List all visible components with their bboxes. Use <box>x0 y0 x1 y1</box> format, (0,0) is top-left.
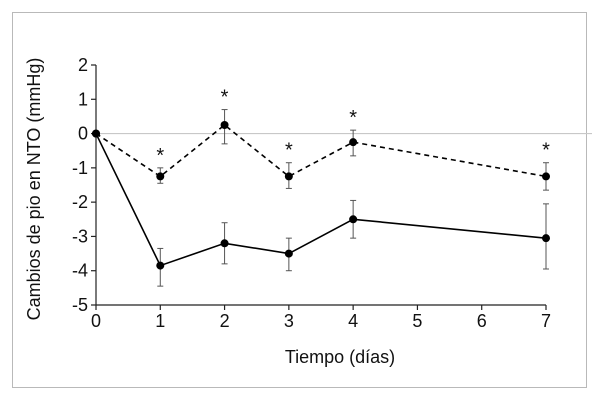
series-2-point <box>542 234 550 243</box>
significance-asterisk: * <box>221 87 229 109</box>
significance-asterisk: * <box>349 107 357 129</box>
x-tick-label: 0 <box>91 311 101 331</box>
x-tick-label: 4 <box>348 311 358 331</box>
y-tick-label: 0 <box>78 124 88 144</box>
y-axis-label: Cambios de pio en NTO (mmHg) <box>24 58 44 321</box>
x-tick-label: 3 <box>284 311 294 331</box>
series-2-point <box>156 261 165 270</box>
series-1-point <box>542 172 550 181</box>
y-tick-label: 1 <box>78 89 88 109</box>
significance-asterisk: * <box>542 140 550 162</box>
series-2-point <box>220 239 229 248</box>
ticks: 210-1-2-3-4-50 1 2 3 4 5 6 7 <box>72 55 551 331</box>
series-1-point <box>284 172 293 181</box>
y-tick-label: -3 <box>72 226 88 246</box>
chart-frame <box>12 12 587 388</box>
x-tick-label: 2 <box>220 311 230 331</box>
series-2-point <box>92 129 100 138</box>
significance-asterisk: * <box>156 145 164 167</box>
series-1-point <box>349 138 358 147</box>
x-tick-label: 1 <box>155 311 165 331</box>
annotations: * * * * * <box>156 87 550 167</box>
series <box>92 109 550 287</box>
series-1-point <box>156 172 165 181</box>
x-tick-label: 6 <box>477 311 487 331</box>
series-1-point <box>220 121 229 129</box>
x-tick-label: 5 <box>412 311 422 331</box>
y-tick-label: -2 <box>72 192 88 212</box>
series-2-point <box>349 215 358 224</box>
x-tick-label: 7 <box>541 311 551 331</box>
y-tick-label: -4 <box>72 261 88 281</box>
y-tick-label: 2 <box>78 55 88 75</box>
significance-asterisk: * <box>285 140 293 162</box>
series-1-line <box>95 123 547 178</box>
series-2-point <box>284 249 293 258</box>
x-axis-label: Tiempo (días) <box>285 347 395 367</box>
axes <box>95 65 592 306</box>
y-tick-label: -1 <box>72 158 88 178</box>
y-tick-label: -5 <box>72 295 88 315</box>
series-2-line <box>95 133 547 267</box>
